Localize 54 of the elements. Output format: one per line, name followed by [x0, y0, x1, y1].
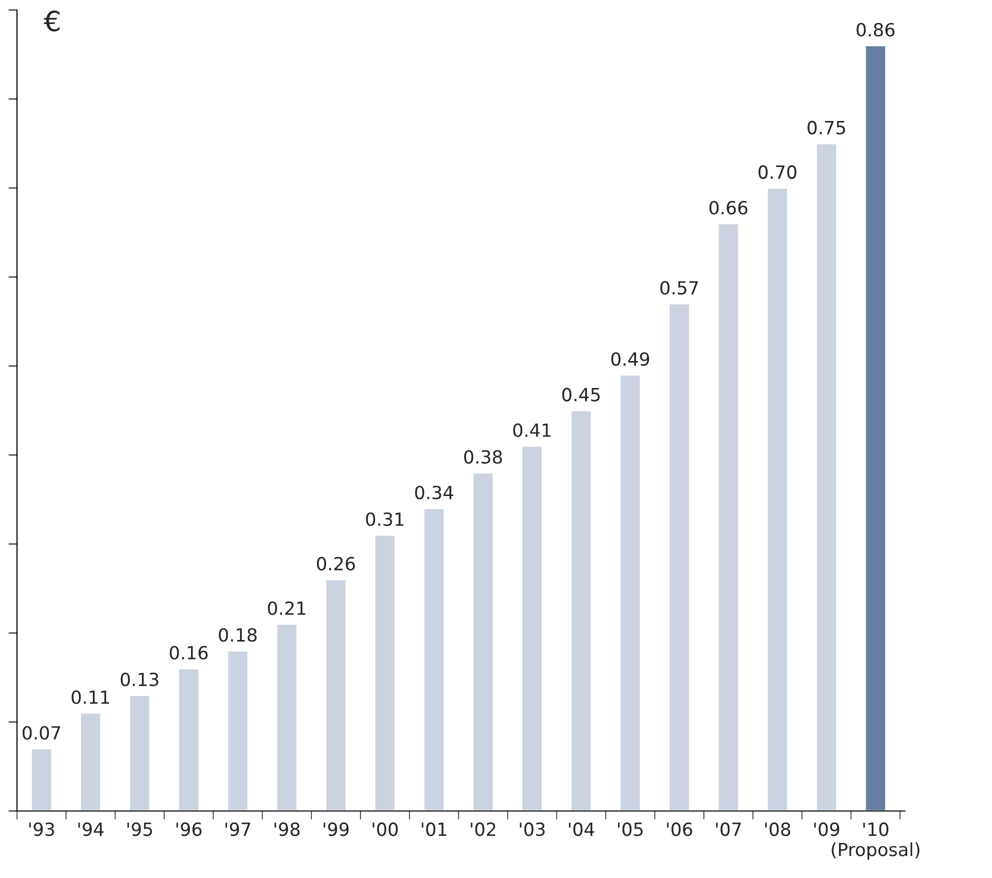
- data-label: 0.57: [660, 280, 698, 295]
- bar: [521, 445, 544, 811]
- x-tick-label: '93: [29, 822, 54, 836]
- x-tick-label: '95: [127, 822, 152, 836]
- data-label: 0.07: [22, 726, 60, 740]
- bar: [374, 534, 396, 811]
- bar: [570, 410, 592, 811]
- data-label: 0.26: [316, 556, 355, 571]
- x-tick-label: '98: [274, 822, 300, 836]
- x-tick-label: '00: [372, 822, 398, 836]
- data-label: 0.31: [366, 512, 404, 526]
- data-label: 0.21: [268, 601, 306, 616]
- data-label: 0.34: [415, 486, 454, 500]
- bar: [324, 578, 347, 811]
- bar: [178, 668, 200, 811]
- x-tick-label: '99: [324, 822, 349, 836]
- bar: [816, 142, 838, 811]
- data-label: 0.13: [120, 672, 158, 686]
- data-label: 0.16: [170, 646, 208, 660]
- x-tick-label: '02: [470, 822, 496, 836]
- bar: [766, 187, 788, 811]
- data-label: 0.38: [464, 450, 502, 464]
- x-tick-label: '97: [226, 822, 250, 836]
- data-label: 0.86: [856, 22, 895, 37]
- bar: [472, 472, 494, 811]
- data-label: 0.49: [611, 352, 650, 366]
- bar: [80, 712, 102, 811]
- x-tick-label: '09: [814, 822, 840, 836]
- y-axis-title: €: [44, 10, 60, 32]
- bar: [226, 650, 249, 811]
- data-label: 0.75: [808, 120, 846, 134]
- x-tick-label: '01: [422, 822, 446, 836]
- x-tick-label: '96: [176, 822, 202, 836]
- x-tick-label: '04: [568, 822, 594, 836]
- bar: [619, 374, 642, 811]
- x-tick-label: '03: [520, 822, 545, 836]
- x-tick-label: '94: [78, 822, 104, 836]
- x-tick-label: '07: [716, 822, 741, 836]
- bar: [276, 623, 298, 811]
- data-label: 0.66: [709, 200, 748, 215]
- data-label: 0.18: [218, 628, 257, 642]
- x-tick-label: '08: [765, 822, 790, 836]
- bar: [423, 508, 446, 811]
- data-label: 0.70: [758, 165, 796, 179]
- bar: [864, 44, 887, 811]
- bar: [128, 694, 151, 811]
- data-label: 0.45: [562, 388, 600, 402]
- bar: [668, 303, 690, 811]
- bar: [30, 748, 53, 811]
- bar: [717, 222, 740, 811]
- x-tick-label: '05: [618, 822, 643, 836]
- x-tick-label: '06: [667, 822, 692, 836]
- data-label: 0.11: [72, 690, 110, 704]
- data-label: 0.41: [513, 423, 551, 438]
